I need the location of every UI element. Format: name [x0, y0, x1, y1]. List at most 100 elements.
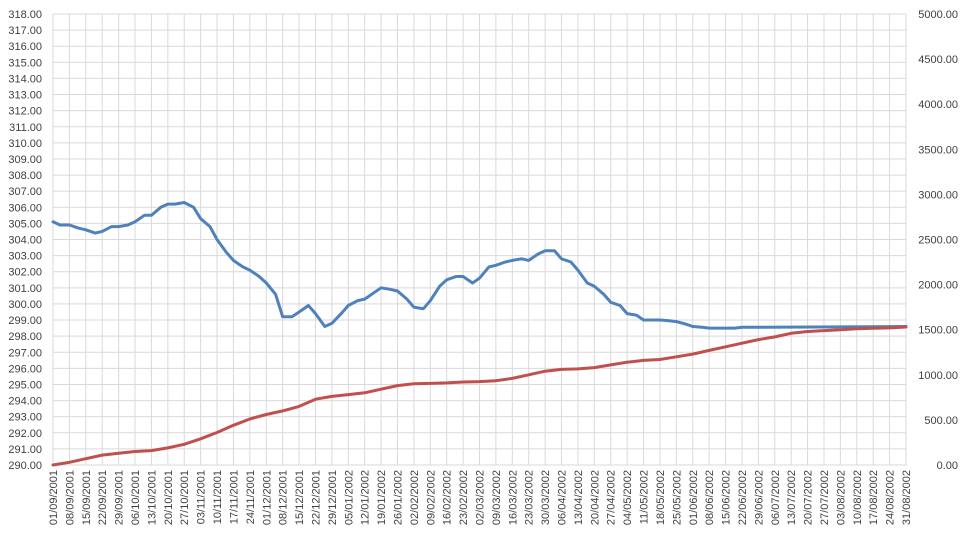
right-y-tick-label: 2000.00 — [918, 280, 958, 292]
x-tick-label: 01/09/2001 — [48, 470, 60, 525]
left-y-tick-label: 301.00 — [8, 283, 42, 295]
right-y-tick-label: 3500.00 — [918, 144, 958, 156]
x-axis-tick-labels: 01/09/2001 08/09/2001 15/09/2001 22/09/2001… — [48, 470, 913, 525]
x-tick-label: 31/08/2002 — [901, 470, 913, 525]
x-tick-label: 13/04/2002 — [573, 470, 585, 525]
x-tick-label: 09/02/2002 — [425, 470, 437, 525]
x-tick-label: 06/07/2002 — [770, 470, 782, 525]
x-tick-label: 12/01/2002 — [360, 470, 372, 525]
x-tick-label: 08/06/2002 — [704, 470, 716, 525]
left-y-tick-label: 315.00 — [8, 57, 42, 69]
right-y-tick-label: 0.00 — [937, 460, 958, 472]
series-line-right-axis — [51, 325, 908, 467]
x-tick-label: 22/06/2002 — [737, 470, 749, 525]
x-tick-label: 03/11/2001 — [196, 470, 208, 524]
x-tick-label: 26/01/2002 — [392, 470, 404, 525]
series-lines — [51, 201, 908, 467]
left-y-tick-label: 297.00 — [8, 347, 42, 359]
x-tick-label: 29/06/2002 — [753, 470, 765, 525]
x-tick-label: 29/12/2001 — [327, 470, 339, 525]
left-y-tick-label: 305.00 — [8, 218, 42, 230]
right-y-tick-label: 4500.00 — [918, 54, 958, 66]
x-tick-label: 02/03/2002 — [475, 470, 487, 525]
x-tick-label: 23/03/2002 — [524, 470, 536, 525]
series-line-left-axis — [51, 201, 908, 330]
left-y-tick-label: 294.00 — [8, 396, 42, 408]
x-tick-label: 18/05/2002 — [655, 470, 667, 525]
x-tick-label: 19/01/2002 — [376, 470, 388, 525]
x-tick-label: 02/02/2002 — [409, 470, 421, 525]
x-tick-label: 01/12/2001 — [261, 470, 273, 525]
x-tick-label: 13/10/2001 — [146, 470, 158, 525]
x-tick-label: 20/04/2002 — [589, 470, 601, 525]
x-tick-label: 27/07/2002 — [819, 470, 831, 525]
left-y-tick-label: 291.00 — [8, 444, 42, 456]
x-tick-label: 20/10/2001 — [163, 470, 175, 525]
left-y-tick-label: 314.00 — [8, 73, 42, 85]
left-y-tick-label: 310.00 — [8, 138, 42, 150]
left-y-tick-label: 308.00 — [8, 170, 42, 182]
left-y-tick-label: 296.00 — [8, 363, 42, 375]
left-y-tick-label: 307.00 — [8, 186, 42, 198]
x-tick-label: 13/07/2002 — [786, 470, 798, 525]
x-tick-label: 11/05/2002 — [639, 470, 651, 524]
x-tick-label: 03/08/2002 — [835, 470, 847, 525]
left-y-tick-label: 309.00 — [8, 154, 42, 166]
x-tick-label: 22/12/2001 — [310, 470, 322, 525]
left-y-tick-label: 292.00 — [8, 428, 42, 440]
x-tick-label: 30/03/2002 — [540, 470, 552, 525]
x-tick-label: 06/04/2002 — [557, 470, 569, 525]
x-tick-label: 17/11/2001 — [228, 470, 240, 524]
x-tick-label: 09/03/2002 — [491, 470, 503, 525]
left-y-tick-label: 300.00 — [8, 299, 42, 311]
left-axis-tick-labels: 290.00 291.00 292.00 293.00 294.00 295.00 296.… — [8, 9, 42, 472]
x-tick-label: 25/05/2002 — [671, 470, 683, 525]
x-tick-label: 23/02/2002 — [458, 470, 470, 525]
x-tick-label: 24/08/2002 — [885, 470, 897, 525]
left-y-tick-label: 298.00 — [8, 331, 42, 343]
left-y-tick-label: 295.00 — [8, 379, 42, 391]
x-tick-label: 20/07/2002 — [803, 470, 815, 525]
x-tick-label: 15/12/2001 — [294, 470, 306, 525]
left-y-tick-label: 311.00 — [9, 122, 42, 134]
left-y-tick-label: 312.00 — [8, 106, 42, 118]
left-y-tick-label: 293.00 — [8, 412, 42, 424]
left-y-tick-label: 299.00 — [8, 315, 42, 327]
left-y-tick-label: 313.00 — [8, 90, 42, 102]
x-tick-label: 17/08/2002 — [868, 470, 880, 525]
left-y-tick-label: 290.00 — [8, 460, 42, 472]
x-tick-label: 08/12/2001 — [278, 470, 290, 525]
right-y-tick-label: 5000.00 — [918, 9, 958, 21]
right-y-tick-label: 4000.00 — [918, 99, 958, 111]
left-y-tick-label: 304.00 — [8, 235, 42, 247]
right-y-tick-label: 3000.00 — [918, 189, 958, 201]
x-tick-label: 05/01/2002 — [343, 470, 355, 525]
x-tick-label: 10/08/2002 — [852, 470, 864, 525]
left-y-tick-label: 303.00 — [8, 251, 42, 263]
left-y-tick-label: 302.00 — [8, 267, 42, 279]
left-y-tick-label: 318.00 — [8, 9, 42, 21]
right-y-tick-label: 500.00 — [924, 415, 958, 427]
x-tick-label: 08/09/2001 — [64, 470, 76, 525]
x-tick-label: 04/05/2002 — [622, 470, 634, 525]
x-tick-label: 27/04/2002 — [606, 470, 618, 525]
x-tick-label: 16/02/2002 — [442, 470, 454, 525]
x-tick-label: 10/11/2001 — [212, 470, 224, 524]
x-tick-label: 22/09/2001 — [97, 470, 109, 525]
left-y-tick-label: 317.00 — [8, 25, 42, 37]
x-tick-label: 29/09/2001 — [114, 470, 126, 525]
x-tick-label: 27/10/2001 — [179, 470, 191, 525]
left-y-tick-label: 306.00 — [8, 202, 42, 214]
left-y-tick-label: 316.00 — [8, 41, 42, 53]
x-tick-label: 15/09/2001 — [81, 470, 93, 525]
right-y-tick-label: 2500.00 — [918, 235, 958, 247]
x-tick-label: 24/11/2001 — [245, 470, 257, 524]
x-tick-label: 01/06/2002 — [688, 470, 700, 525]
x-tick-label: 15/06/2002 — [721, 470, 733, 525]
right-y-tick-label: 1500.00 — [918, 325, 958, 337]
right-y-tick-label: 1000.00 — [918, 370, 958, 382]
x-tick-label: 16/03/2002 — [507, 470, 519, 525]
x-tick-label: 06/10/2001 — [130, 470, 142, 525]
